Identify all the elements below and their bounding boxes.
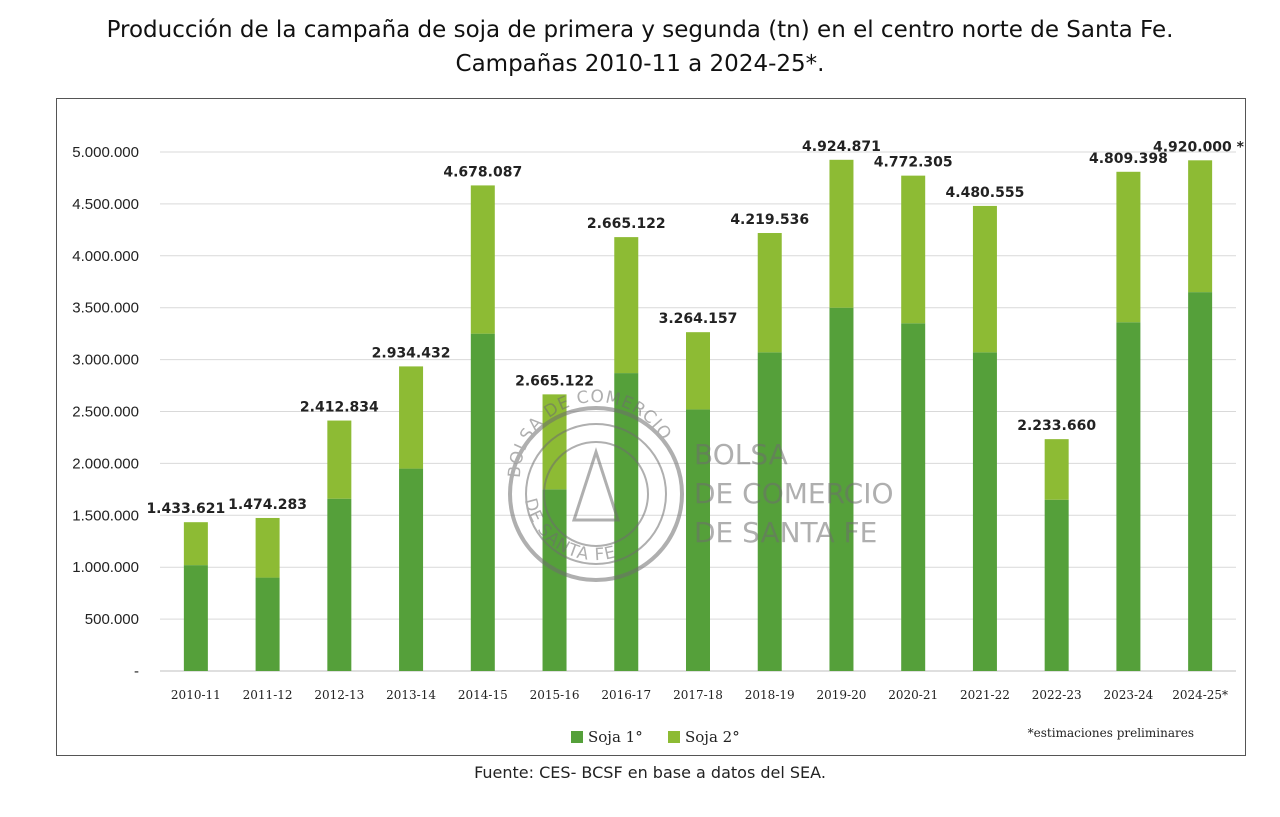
data-label: 2.412.834 (300, 400, 379, 416)
x-tick-label: 2012-13 (314, 688, 364, 702)
bar-soja1-2022-23 (1044, 499, 1069, 671)
data-label: 4.772.305 (874, 155, 953, 171)
y-tick-label: 5.000.000 (72, 144, 139, 161)
bar-soja2-2012-13 (327, 420, 352, 499)
x-tick-label: 2011-12 (243, 688, 293, 702)
bar-soja2-2019-20 (829, 159, 854, 308)
data-label: 4.480.555 (946, 185, 1025, 201)
watermark-line2: DE COMERCIO (694, 477, 894, 510)
legend-label-soja2: Soja 2° (685, 728, 740, 746)
bar-soja2-2024-25* (1188, 160, 1213, 293)
legend-swatch-soja1 (571, 731, 583, 743)
y-tick-label: 3.500.000 (72, 300, 139, 317)
bar-soja1-2019-20 (829, 307, 854, 671)
legend-swatch-soja2 (668, 731, 680, 743)
bar-soja2-2021-22 (972, 205, 997, 353)
data-label: 4.678.087 (443, 164, 522, 180)
x-tick-label: 2020-21 (888, 688, 938, 702)
x-tick-label: 2022-23 (1032, 688, 1082, 702)
data-label: 2.934.432 (372, 345, 451, 361)
bar-soja1-2012-13 (327, 498, 352, 671)
data-label: 2.665.122 (515, 373, 594, 389)
x-tick-label: 2021-22 (960, 688, 1010, 702)
data-label: 4.924.871 (802, 139, 881, 155)
data-label: 3.264.157 (659, 311, 738, 327)
bar-soja1-2021-22 (972, 352, 997, 671)
x-tick-label: 2014-15 (458, 688, 508, 702)
bars (183, 159, 1213, 671)
data-label: 4.920.000 * (1153, 139, 1245, 155)
chart-title-line1: Producción de la campaña de soja de prim… (106, 17, 1174, 43)
bar-soja2-2013-14 (399, 366, 424, 469)
x-tick-label: 2017-18 (673, 688, 723, 702)
bar-soja1-2016-17 (614, 373, 639, 671)
bar-soja1-2024-25* (1188, 292, 1213, 671)
watermark-line3: DE SANTA FE (694, 516, 877, 549)
legend: Soja 1° Soja 2° (571, 728, 740, 746)
bar-soja1-2015-16 (542, 489, 567, 671)
x-axis-labels: 2010-11 2011-12 2012-13 2013-14 2014-15 2015-… (171, 688, 1228, 702)
bar-soja1-2023-24 (1116, 322, 1141, 671)
bar-soja1-2018-19 (757, 352, 782, 671)
x-tick-label: 2024-25* (1172, 688, 1228, 702)
legend-label-soja1: Soja 1° (588, 728, 643, 746)
data-label: 4.809.398 (1089, 151, 1168, 167)
bar-soja2-2023-24 (1116, 171, 1141, 323)
y-tick-label: - (134, 663, 139, 680)
chart-title-line2: Campañas 2010-11 a 2024-25*. (455, 51, 825, 77)
bar-soja2-2020-21 (901, 175, 926, 324)
y-tick-label: 2.000.000 (72, 455, 139, 472)
data-label: 1.433.621 (146, 501, 225, 517)
bar-soja1-2017-18 (686, 409, 710, 671)
svg-text:BOLSA DE COMERCIO: BOLSA DE COMERCIO (505, 387, 676, 479)
footnote: *estimaciones preliminares (1028, 726, 1194, 740)
data-label: 4.219.536 (730, 212, 809, 228)
data-label: 2.233.660 (1017, 418, 1096, 434)
chart-frame (56, 98, 1246, 756)
bar-soja2-2018-19 (757, 233, 782, 353)
bar-soja2-2011-12 (255, 517, 280, 578)
data-label: 2.665.122 (587, 216, 666, 232)
source-note: Fuente: CES- BCSF en base a datos del SE… (474, 763, 826, 782)
bar-soja2-2016-17 (614, 237, 639, 374)
x-tick-label: 2018-19 (745, 688, 795, 702)
y-tick-label: 2.500.000 (72, 404, 139, 421)
bar-soja2-2022-23 (1044, 439, 1069, 500)
y-tick-label: 3.000.000 (72, 352, 139, 369)
bar-soja1-2011-12 (255, 577, 280, 671)
data-labels: 1.433.621 1.474.283 2.412.834 2.934.432 4.67… (146, 139, 1244, 517)
bar-soja1-2013-14 (399, 468, 424, 671)
data-label: 1.474.283 (228, 497, 307, 513)
y-tick-label: 1.500.000 (72, 507, 139, 524)
y-tick-label: 1.000.000 (72, 559, 139, 576)
bar-soja1-2014-15 (470, 333, 495, 671)
bar-soja2-2017-18 (686, 332, 710, 410)
x-tick-label: 2015-16 (530, 688, 580, 702)
bar-soja2-2010-11 (183, 522, 208, 566)
y-tick-label: 500.000 (85, 611, 139, 628)
y-tick-label: 4.000.000 (72, 248, 139, 265)
seal-top-text: BOLSA DE COMERCIO (505, 387, 675, 479)
bar-soja1-2010-11 (183, 565, 208, 671)
x-tick-label: 2013-14 (386, 688, 436, 702)
y-axis-ticks: - 500.000 1.000.000 1.500.000 2.000.000 2.500… (72, 144, 139, 680)
bar-soja2-2015-16 (542, 394, 567, 490)
bar-soja2-2014-15 (470, 185, 495, 334)
x-tick-label: 2010-11 (171, 688, 221, 702)
x-tick-label: 2023-24 (1103, 688, 1153, 702)
y-tick-label: 4.500.000 (72, 196, 139, 213)
x-tick-label: 2019-20 (817, 688, 867, 702)
bar-soja1-2020-21 (901, 323, 926, 671)
x-tick-label: 2016-17 (601, 688, 651, 702)
watermark-line1: BOLSA (694, 438, 788, 471)
